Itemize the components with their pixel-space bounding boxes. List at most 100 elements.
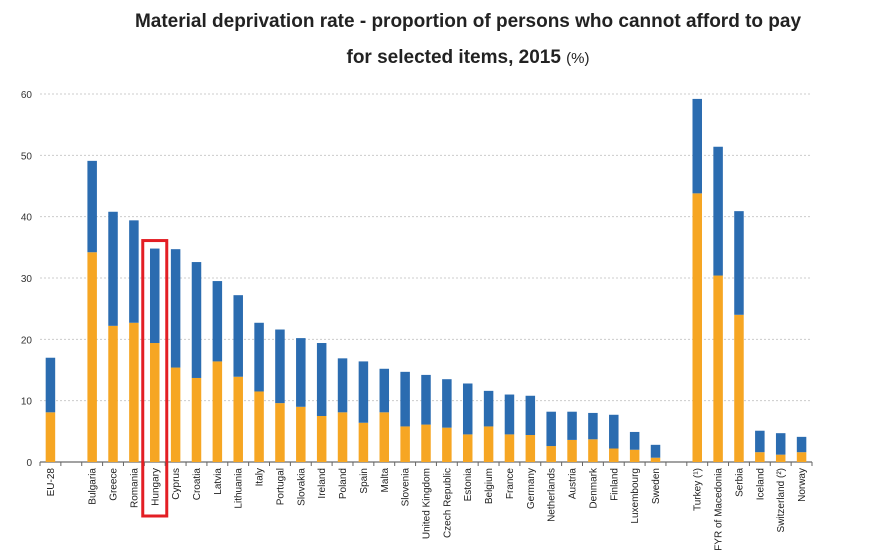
x-tick-label: Luxembourg [630, 468, 641, 524]
bar-lower-segment [379, 412, 390, 462]
bar-upper-segment [170, 249, 181, 368]
bar-lower-segment [170, 367, 181, 462]
x-tick-label: Italy [255, 468, 266, 486]
x-tick-label: France [505, 468, 516, 500]
bar-lower-segment [755, 452, 765, 462]
bar-upper-segment [442, 379, 452, 428]
bar-upper-segment [129, 220, 139, 323]
bar-lower-segment [212, 361, 223, 462]
bar-upper-segment [796, 436, 807, 453]
bar-upper-segment [316, 343, 327, 416]
bar-upper-segment [254, 322, 264, 392]
chart-title-line1: Material deprivation rate - proportion o… [134, 11, 802, 32]
x-tick-label: Switzerland (²) [776, 468, 787, 532]
bar-upper-segment [191, 262, 202, 378]
bar-lower-segment [191, 377, 202, 462]
bar-upper-segment [150, 248, 160, 344]
bar-lower-segment [504, 434, 515, 462]
bar-lower-segment [609, 448, 619, 462]
x-tick-label: Slovakia [296, 468, 307, 506]
x-tick-label: Poland [338, 468, 349, 499]
bar-lower-segment [734, 314, 744, 462]
x-tick-label: Sweden [651, 468, 662, 504]
y-tick-label: 50 [21, 151, 33, 162]
bar-upper-segment [567, 411, 577, 440]
x-tick-label: Estonia [463, 468, 474, 502]
bar-upper-segment [212, 281, 223, 362]
x-tick-label: Malta [380, 468, 391, 493]
chart-title-line2: for selected items, 2015 (%) [60, 40, 876, 77]
bar-lower-segment [567, 439, 577, 462]
x-tick-label: Finland [609, 468, 620, 501]
bar-upper-segment [629, 431, 640, 450]
chart-title-main: for selected items, 2015 [346, 47, 561, 68]
x-tick-label: Denmark [588, 467, 599, 509]
x-tick-label: Austria [568, 468, 579, 500]
bar-lower-segment [650, 457, 661, 462]
bar-lower-segment [462, 434, 473, 462]
bar-upper-segment [650, 444, 661, 458]
x-tick-label: Romania [129, 468, 140, 508]
x-tick-label: Iceland [755, 468, 766, 500]
bar-upper-segment [45, 357, 56, 413]
x-tick-label: Serbia [734, 468, 745, 497]
bar-lower-segment [337, 412, 348, 462]
bar-lower-segment [129, 322, 139, 462]
bar-upper-segment [609, 414, 619, 449]
bar-lower-segment [713, 275, 723, 462]
bar-upper-segment [421, 374, 431, 425]
y-tick-label: 20 [21, 335, 33, 346]
x-tick-label: Greece [109, 468, 120, 501]
bar-lower-segment [775, 454, 786, 462]
x-tick-label: Hungary [150, 468, 161, 506]
bar-upper-segment [296, 338, 306, 407]
bar-upper-segment [734, 211, 744, 315]
bar-upper-segment [275, 329, 285, 404]
bar-upper-segment [755, 430, 765, 453]
y-tick-label: 60 [21, 90, 33, 101]
x-tick-label: Latvia [213, 468, 224, 495]
x-tick-label: Czech Republic [442, 468, 453, 538]
y-tick-label: 10 [21, 397, 33, 408]
highlight-box [141, 239, 169, 518]
x-tick-label: United Kingdom [422, 468, 433, 539]
y-tick-label: 0 [26, 458, 32, 469]
bar-lower-segment [483, 426, 494, 462]
x-tick-label: Spain [359, 468, 370, 494]
bar-upper-segment [108, 211, 118, 326]
bar-lower-segment [421, 424, 431, 462]
bar-lower-segment [87, 252, 97, 462]
bar-lower-segment [525, 435, 536, 462]
bar-lower-segment [546, 446, 556, 462]
bar-lower-segment [588, 439, 598, 462]
bar-lower-segment [296, 406, 306, 462]
bar-lower-segment [150, 343, 160, 462]
bar-lower-segment [108, 325, 118, 462]
chart-title-unit: (%) [566, 50, 590, 67]
bar-upper-segment [525, 395, 536, 436]
bar-lower-segment [442, 427, 452, 462]
bar-upper-segment [775, 433, 786, 455]
bar-upper-segment [588, 412, 598, 440]
bar-lower-segment [358, 422, 369, 462]
bar-upper-segment [692, 98, 702, 194]
bar-upper-segment [400, 371, 410, 427]
bar-upper-segment [337, 358, 348, 413]
bar-upper-segment [713, 146, 723, 276]
x-tick-label: Belgium [484, 468, 495, 504]
bar-lower-segment [796, 452, 807, 462]
bar-upper-segment [379, 368, 390, 413]
x-tick-label: Turkey (¹) [693, 468, 704, 511]
x-tick-label: Bulgaria [88, 468, 99, 505]
bar-upper-segment [504, 394, 515, 435]
bar-lower-segment [254, 391, 264, 462]
x-tick-label: FYR of Macedonia [714, 468, 725, 551]
bar-lower-segment [629, 449, 640, 462]
bar-upper-segment [233, 295, 243, 377]
bar-upper-segment [87, 160, 97, 253]
y-tick-label: 40 [21, 213, 33, 224]
x-tick-label: Ireland [317, 468, 328, 499]
bar-lower-segment [275, 403, 285, 462]
y-tick-label: 30 [21, 274, 33, 285]
